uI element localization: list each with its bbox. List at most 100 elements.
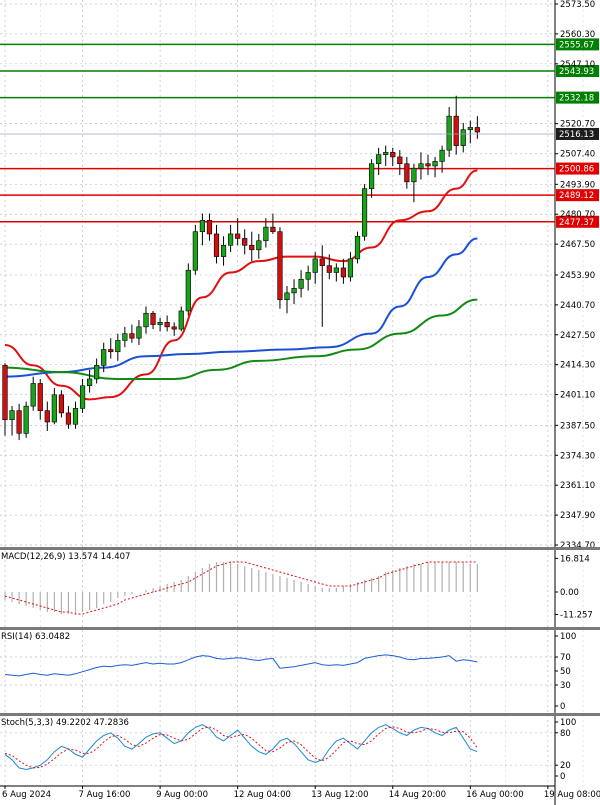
- candle: [44, 401, 50, 432]
- candle-body: [178, 310, 184, 330]
- candle: [37, 378, 43, 420]
- candle-body: [58, 394, 64, 414]
- panel-separator: [0, 547, 600, 550]
- time-tick-label: 6 Aug 2024: [2, 790, 51, 800]
- candle-body: [157, 322, 163, 325]
- rsi-tick-label: 30: [560, 681, 571, 691]
- level-tag: [556, 64, 599, 77]
- candle: [228, 224, 234, 253]
- candle-body: [305, 272, 311, 280]
- candle: [340, 258, 347, 284]
- candle-body: [425, 163, 431, 167]
- candle-body: [206, 220, 213, 235]
- stoch-d-line: [4, 726, 478, 769]
- candle: [383, 145, 389, 166]
- candle-body: [256, 240, 262, 251]
- candle: [16, 403, 22, 441]
- time-tick-label: 19 Aug 08:00: [544, 790, 600, 800]
- candle-body: [108, 349, 114, 353]
- candle-body: [319, 258, 325, 266]
- rsi-tick-label: 100: [560, 632, 576, 642]
- candle: [94, 358, 100, 384]
- candle-body: [376, 154, 382, 165]
- candle-body: [432, 161, 438, 167]
- macd-tick-label: -11.257: [560, 611, 593, 621]
- current-price-tag: [556, 127, 599, 140]
- price-tick-label: 2493.90: [560, 180, 595, 190]
- candle: [354, 231, 361, 264]
- time-axis: 6 Aug 2024 7 Aug 16:00 9 Aug 00:00 12 Aug 0…: [0, 785, 600, 800]
- price-tick-label: 2453.90: [560, 271, 595, 281]
- candle-body: [277, 231, 283, 300]
- ma-line: [4, 237, 478, 378]
- current-price-line: 2516.13: [0, 127, 599, 140]
- candle: [453, 95, 459, 155]
- time-tick-label: 7 Aug 16:00: [79, 790, 131, 800]
- candle-body: [213, 233, 220, 257]
- candle: [213, 224, 220, 264]
- price-tick-label: 2520.70: [560, 120, 595, 130]
- candle-body: [150, 312, 156, 325]
- candle: [474, 116, 480, 139]
- candle-body: [347, 258, 354, 278]
- candle-body: [383, 152, 389, 155]
- level-tag: [556, 215, 599, 228]
- level-tag: [556, 162, 599, 175]
- price-tick-label: 2387.50: [560, 421, 595, 431]
- price-tick-label: 2467.50: [560, 240, 595, 250]
- candle-body: [94, 365, 100, 380]
- rsi-label: RSI(14) 63.0482: [1, 632, 70, 642]
- candle: [30, 376, 36, 411]
- candle: [150, 310, 156, 330]
- ma-line: [4, 298, 478, 380]
- candle: [171, 322, 177, 336]
- candle: [65, 406, 72, 429]
- candle-body: [79, 385, 86, 409]
- candle-body: [361, 188, 368, 237]
- candle: [319, 245, 325, 327]
- candle: [284, 286, 290, 314]
- candle: [79, 378, 86, 413]
- price-tick-label: 2573.50: [560, 0, 595, 10]
- candle: [242, 229, 248, 255]
- candle-body: [312, 258, 318, 273]
- candle-body: [143, 312, 149, 328]
- candle: [376, 147, 382, 176]
- candle-body: [228, 233, 234, 246]
- candle: [333, 263, 339, 282]
- candle-body: [65, 412, 72, 425]
- candle-body: [220, 244, 227, 257]
- candle: [9, 406, 15, 436]
- price-tick-label: 2440.70: [560, 301, 595, 311]
- panel-separator: [0, 713, 600, 716]
- level-label: 2555.67: [559, 40, 594, 50]
- level-label: 2477.37: [559, 218, 594, 228]
- candle-body: [192, 231, 198, 271]
- candle-body: [446, 115, 452, 151]
- price-tick-label: 2560.30: [560, 30, 595, 40]
- candle: [312, 252, 318, 284]
- level-label: 2489.12: [559, 191, 594, 201]
- price-tick-label: 2374.30: [560, 451, 595, 461]
- candle: [361, 184, 368, 241]
- candle: [23, 401, 29, 438]
- candle: [432, 156, 438, 178]
- candle: [397, 150, 403, 176]
- candle: [115, 333, 121, 361]
- candle: [270, 213, 276, 234]
- candle: [390, 147, 396, 166]
- candle: [368, 159, 375, 198]
- candle: [460, 122, 466, 153]
- current-price-label: 2516.13: [559, 130, 594, 140]
- candle-body: [51, 394, 57, 423]
- candle-body: [418, 163, 424, 169]
- candle: [58, 390, 64, 418]
- candle: [291, 279, 297, 305]
- stoch-tick-label: 80: [560, 729, 571, 739]
- candle-body: [136, 326, 142, 339]
- candle: [235, 218, 241, 246]
- candle: [256, 233, 262, 259]
- time-tick-label: 13 Aug 12:00: [311, 790, 368, 800]
- price-tick-label: 2427.50: [560, 331, 595, 341]
